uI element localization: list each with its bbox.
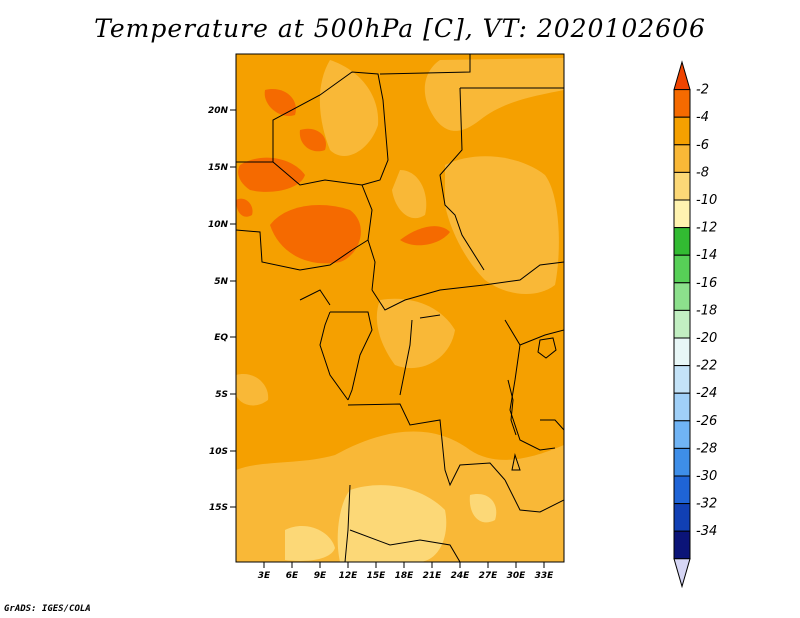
lat-label-5n: 5N	[214, 277, 228, 287]
lat-label-5s: 5S	[215, 390, 228, 400]
lon-label-15e: 15E	[367, 571, 387, 581]
colorbar-swatch	[673, 282, 691, 311]
colorbar-swatch	[673, 116, 691, 146]
colorbar-swatch	[673, 530, 691, 560]
colorbar-label: -4	[696, 110, 709, 125]
colorbar-label: -30	[696, 469, 717, 484]
colorbar-label: -2	[696, 83, 709, 98]
lon-label-6e: 6E	[286, 571, 299, 581]
lon-label-18e: 18E	[395, 571, 415, 581]
longitude-axis: 3E 6E 9E 12E 15E 18E 21E 24E 27E 30E 33E	[258, 562, 554, 581]
colorbar-swatch	[673, 420, 691, 449]
lon-label-3e: 3E	[258, 571, 271, 581]
colorbar-top-triangle	[673, 60, 691, 91]
map-frame	[235, 53, 565, 563]
colorbar-label: -32	[696, 497, 717, 512]
colorbar-swatch	[673, 171, 691, 201]
lat-label-15s: 15S	[209, 503, 228, 513]
warmer-regions	[236, 89, 450, 264]
colorbar-label: -28	[696, 441, 717, 456]
latitude-axis: 20N 15N 10N 5N EQ 5S 10S 15S	[208, 106, 236, 513]
colorbar-label: -20	[696, 331, 717, 346]
lon-label-21e: 21E	[423, 571, 443, 581]
colorbar-swatch	[673, 365, 691, 394]
colorbar-swatch	[673, 227, 691, 256]
lon-label-33e: 33E	[535, 571, 555, 581]
lat-label-eq: EQ	[214, 333, 228, 343]
colorbar-swatch	[673, 309, 691, 339]
lon-label-24e: 24E	[451, 571, 471, 581]
colorbar-swatch	[673, 144, 691, 173]
colorbar-swatch	[673, 199, 691, 229]
colorbar-label: -14	[696, 248, 717, 263]
colorbar-swatch	[673, 254, 691, 284]
colorbar-swatch	[673, 89, 691, 118]
lat-label-15n: 15N	[208, 163, 229, 173]
lat-label-10s: 10S	[209, 447, 228, 457]
colorbar-bottom-triangle	[673, 558, 691, 589]
country-borders	[236, 54, 564, 562]
lon-label-12e: 12E	[339, 571, 359, 581]
colorbar-swatch	[673, 337, 691, 367]
lakes	[419, 314, 557, 471]
lon-label-27e: 27E	[479, 571, 499, 581]
colorbar: -2 -4 -6 -8 -10 -12 -14 -16 -18 -20 -22 -24 -26 -28 -3…	[673, 60, 717, 589]
colorbar-label: -22	[696, 359, 717, 374]
colorbar-label: -24	[696, 386, 717, 401]
colorbar-label: -10	[696, 193, 717, 208]
colorbar-label: -6	[696, 138, 709, 153]
colorbar-swatch	[673, 392, 691, 422]
lon-label-30e: 30E	[507, 571, 527, 581]
lat-label-10n: 10N	[208, 220, 229, 230]
colorbar-label: -8	[696, 165, 709, 180]
colorbar-label: -18	[696, 303, 717, 318]
colorbar-label: -34	[696, 524, 717, 539]
colorbar-swatch	[673, 447, 691, 477]
coolest-regions	[285, 485, 497, 562]
colorbar-swatch	[673, 475, 691, 505]
lon-label-9e: 9E	[314, 571, 327, 581]
grads-credit: GrADS: IGES/COLA	[4, 604, 91, 614]
colorbar-label: -26	[696, 414, 717, 429]
colorbar-label: -12	[696, 221, 717, 236]
lat-label-20n: 20N	[208, 106, 229, 116]
colorbar-label: -16	[696, 276, 717, 291]
colorbar-swatch	[673, 503, 691, 532]
map-title: Temperature at 500hPa [C], VT: 202010260…	[94, 14, 706, 43]
